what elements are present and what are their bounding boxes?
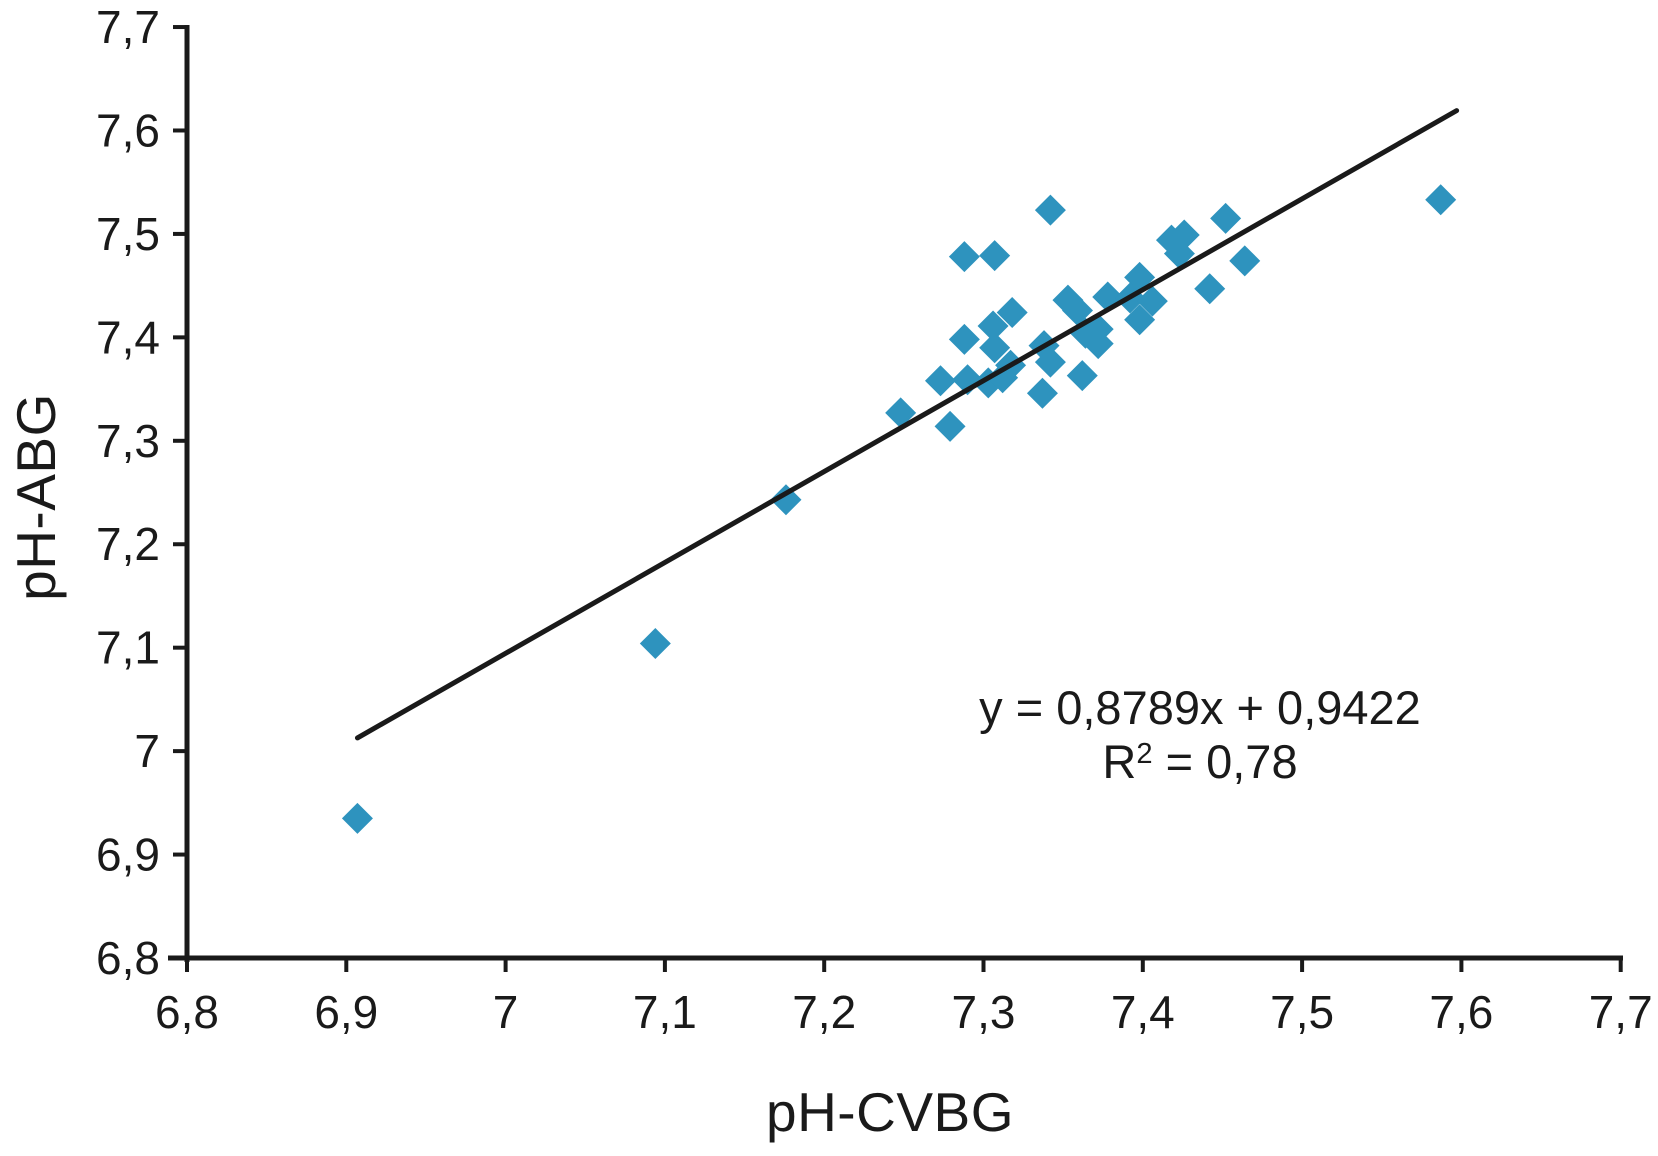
data-point — [1124, 304, 1156, 336]
x-tick-label: 6,9 — [314, 986, 378, 1038]
x-tick-label: 7,7 — [1589, 986, 1653, 1038]
data-point — [979, 332, 1011, 364]
data-point — [948, 323, 980, 355]
data-point — [1229, 245, 1261, 277]
y-tick-label: 6,9 — [96, 829, 160, 881]
r-squared-value: = 0,78 — [1152, 735, 1298, 788]
y-tick-label: 7,7 — [96, 1, 160, 53]
data-point — [934, 410, 966, 442]
y-tick-label: 6,8 — [96, 932, 160, 984]
r-squared-base: R — [1102, 735, 1137, 788]
x-tick-label: 7,4 — [1111, 986, 1175, 1038]
y-tick-label: 7,2 — [96, 518, 160, 570]
x-tick-label: 7,5 — [1270, 986, 1334, 1038]
data-point — [1026, 377, 1058, 409]
y-tick-label: 7,1 — [96, 622, 160, 674]
data-point — [996, 297, 1028, 329]
data-point — [1066, 360, 1098, 392]
x-tick-label: 6,8 — [155, 986, 219, 1038]
data-point — [948, 241, 980, 273]
trendline-annotation: y = 0,8789x + 0,9422 R2 = 0,78 — [950, 681, 1450, 796]
x-tick-label: 7,1 — [633, 986, 697, 1038]
y-tick-label: 7,4 — [96, 311, 160, 363]
data-point — [1425, 184, 1457, 216]
data-point — [1034, 346, 1066, 378]
y-axis-title: pH-ABG — [5, 393, 67, 601]
r-squared-exponent: 2 — [1136, 738, 1153, 771]
x-tick-label: 7,2 — [792, 986, 856, 1038]
trendline — [354, 108, 1460, 741]
data-point — [1034, 194, 1066, 226]
data-point — [924, 365, 956, 397]
y-tick-label: 7,5 — [96, 208, 160, 260]
data-point — [341, 802, 373, 834]
data-point — [979, 240, 1011, 272]
data-point — [1194, 273, 1226, 305]
data-point — [977, 310, 1009, 342]
y-tick-label: 7,6 — [96, 104, 160, 156]
x-axis-title: pH-CVBG — [766, 1081, 1014, 1143]
x-tick-label: 7 — [493, 986, 519, 1038]
data-point — [639, 628, 671, 660]
trendline-equation: y = 0,8789x + 0,9422 — [979, 681, 1421, 734]
x-tick-label: 7,6 — [1429, 986, 1493, 1038]
data-point — [1082, 328, 1114, 360]
trendline-r-squared: R2 = 0,78 — [950, 735, 1450, 796]
data-point — [1163, 238, 1195, 270]
y-tick-label: 7,3 — [96, 415, 160, 467]
data-point — [1210, 202, 1242, 234]
y-tick-label: 7 — [134, 725, 160, 777]
x-tick-label: 7,3 — [952, 986, 1016, 1038]
data-point — [1136, 285, 1168, 317]
data-point — [770, 484, 802, 516]
